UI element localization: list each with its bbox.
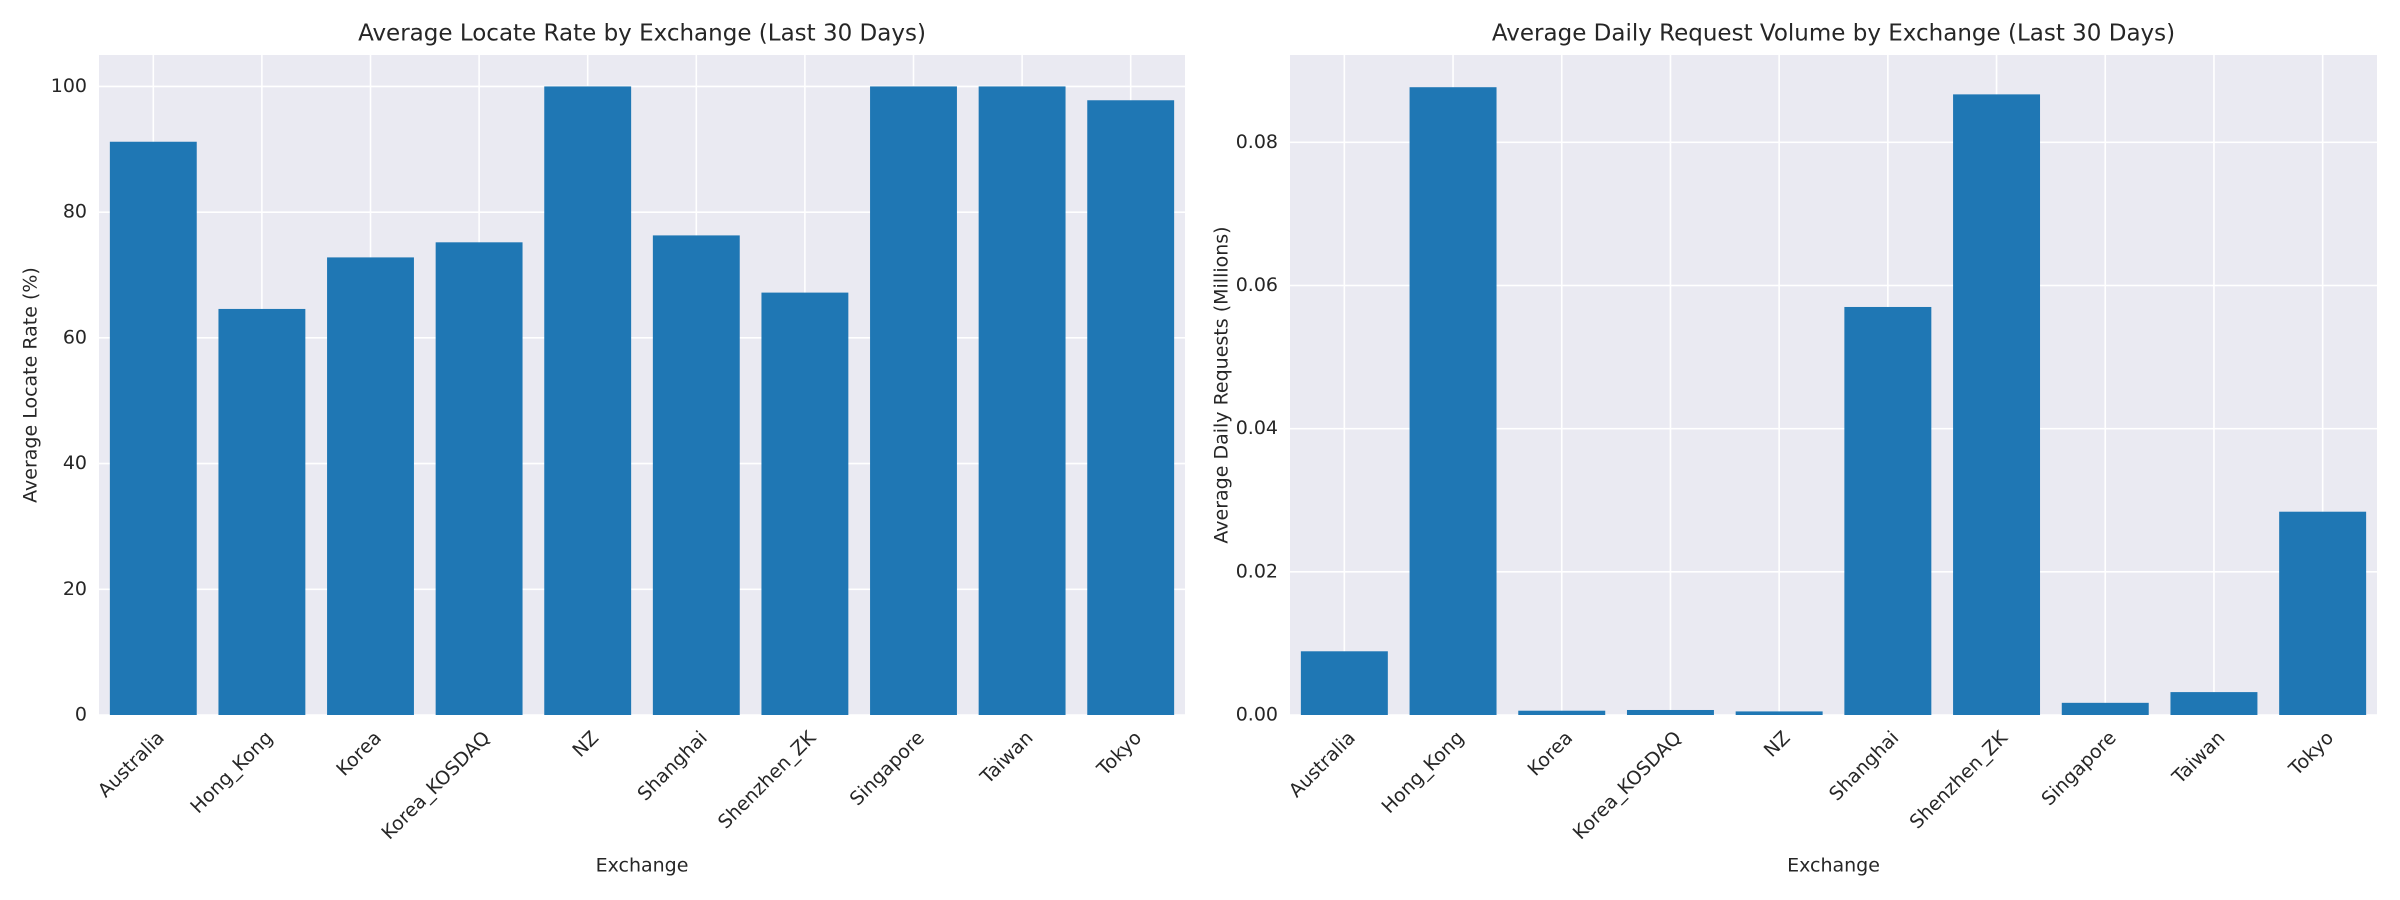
x-tick-label: Singapore: [2037, 727, 2120, 810]
x-tick-label: Hong_Kong: [1377, 727, 1468, 818]
x-tick-label: Shanghai: [633, 727, 711, 805]
y-tick-label: 0: [75, 704, 87, 726]
y-tick-label: 0.04: [1236, 417, 1278, 439]
bar: [1518, 710, 1606, 715]
x-tick-label: Singapore: [846, 727, 929, 810]
x-axis-label: Exchange: [596, 855, 689, 877]
x-tick-label: Shanghai: [1825, 727, 1903, 805]
bar: [978, 86, 1066, 715]
bar: [2061, 702, 2149, 715]
x-tick-label: Hong_Kong: [186, 727, 277, 818]
x-tick-label: Taiwan: [2167, 727, 2229, 789]
y-tick-label: 0.08: [1236, 131, 1278, 153]
bar: [1844, 306, 1932, 715]
x-tick-label: Shenzhen_ZK: [1906, 726, 2013, 833]
bar: [761, 292, 849, 715]
bar: [1087, 100, 1175, 715]
bar: [109, 141, 197, 715]
x-tick-label: Taiwan: [976, 727, 1038, 789]
y-axis-label: Average Daily Requests (Millions): [1211, 226, 1233, 543]
x-tick-label: NZ: [1760, 727, 1795, 762]
bar: [1735, 711, 1823, 715]
chart-title: Average Locate Rate by Exchange (Last 30…: [358, 21, 926, 47]
bar: [2279, 511, 2367, 715]
y-tick-label: 80: [63, 201, 87, 223]
bar: [1953, 94, 2041, 716]
y-tick-label: 0.02: [1236, 560, 1278, 582]
bar: [2170, 692, 2258, 715]
y-tick-label: 100: [51, 75, 87, 97]
x-tick-label: Korea: [332, 727, 386, 781]
y-tick-label: 0.00: [1236, 704, 1278, 726]
x-tick-label: NZ: [568, 727, 603, 762]
y-tick-label: 40: [63, 452, 87, 474]
bar: [544, 86, 632, 715]
bar: [327, 257, 414, 715]
y-tick-label: 60: [63, 326, 87, 348]
chart-title: Average Daily Request Volume by Exchange…: [1492, 21, 2175, 47]
bar: [1300, 651, 1388, 715]
bar: [218, 308, 306, 715]
bar: [1409, 87, 1497, 715]
x-tick-label: Australia: [1285, 727, 1360, 802]
y-tick-label: 20: [63, 578, 87, 600]
bar: [1626, 709, 1714, 715]
x-tick-label: Korea: [1524, 727, 1578, 781]
x-tick-label: Korea_KOSDAQ: [377, 727, 494, 844]
x-tick-label: Korea_KOSDAQ: [1569, 727, 1686, 844]
y-tick-label: 0.06: [1236, 274, 1278, 296]
x-tick-label: Shenzhen_ZK: [714, 726, 821, 833]
x-tick-label: Tokyo: [2284, 727, 2338, 781]
bar: [435, 242, 523, 716]
bar: [870, 86, 957, 715]
bar: [652, 235, 740, 715]
x-tick-label: Tokyo: [1092, 727, 1146, 781]
x-axis-label: Exchange: [1787, 855, 1880, 877]
x-tick-label: Australia: [94, 727, 169, 802]
y-axis-label: Average Locate Rate (%): [20, 267, 42, 503]
